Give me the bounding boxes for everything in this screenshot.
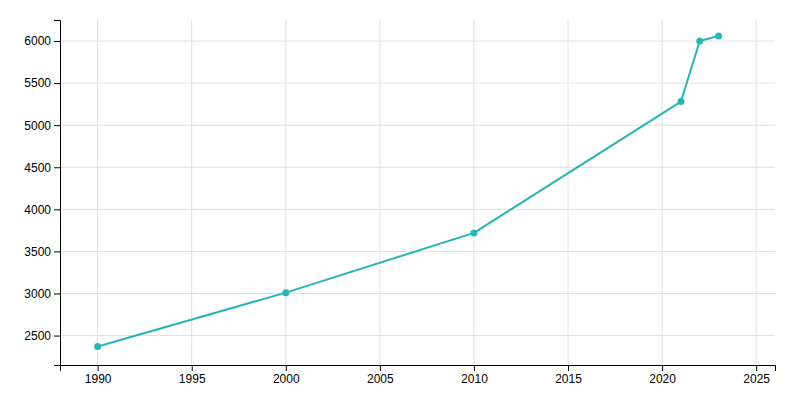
x-tick: 1995	[179, 365, 206, 386]
y-tick: 4500	[24, 161, 60, 175]
grid-line-y	[60, 41, 775, 42]
y-tick-mark	[54, 336, 60, 337]
chart-svg: 1990 1995 2000 2005 2010 2015 2020 2025 2500 3000…	[0, 0, 800, 400]
grid-line-x	[379, 20, 380, 365]
x-axis-line	[61, 366, 776, 372]
y-tick: 4000	[24, 203, 60, 217]
x-tick-label: 1990	[85, 372, 112, 386]
y-tick-label: 3000	[24, 287, 51, 301]
x-tick-label: 2000	[273, 372, 300, 386]
point	[94, 343, 101, 350]
y-tick-label: 5500	[24, 76, 51, 90]
y-tick-label: 6000	[24, 34, 51, 48]
line	[98, 36, 719, 347]
point	[696, 38, 703, 45]
y-tick-label: 4500	[24, 161, 51, 175]
grid-line-y	[60, 83, 775, 84]
grid-line-y	[60, 293, 775, 294]
x-tick-label: 1995	[179, 372, 206, 386]
x-tick-label: 2005	[367, 372, 394, 386]
point	[470, 229, 477, 236]
x-tick: 2010	[461, 365, 488, 386]
grid-line-x	[191, 20, 192, 365]
marks	[94, 32, 722, 350]
y-tick-mark	[54, 167, 60, 168]
x-tick-mark	[192, 365, 193, 371]
y-tick-mark	[54, 209, 60, 210]
x-tick: 2005	[367, 365, 394, 386]
point	[282, 289, 289, 296]
y-tick: 2500	[24, 329, 60, 343]
x-tick: 2025	[743, 365, 770, 386]
y-axis: 2500 3000 3500 4000 4500 5000 5500 6000	[24, 21, 60, 366]
y-tick: 3000	[24, 287, 60, 301]
x-tick: 2015	[555, 365, 582, 386]
point	[677, 98, 684, 105]
x-tick-label: 2010	[461, 372, 488, 386]
x-tick-mark	[286, 365, 287, 371]
grid-line-x	[756, 20, 757, 365]
x-tick: 1990	[85, 365, 112, 386]
grid-line-x	[662, 20, 663, 365]
x-tick-label: 2020	[649, 372, 676, 386]
x-tick: 2000	[273, 365, 300, 386]
grid	[60, 20, 775, 365]
y-tick-mark	[54, 251, 60, 252]
grid-line-x	[568, 20, 569, 365]
x-tick-mark	[756, 365, 757, 371]
y-tick: 5500	[24, 76, 60, 90]
y-tick: 6000	[24, 34, 60, 48]
y-tick-mark	[54, 41, 60, 42]
point	[715, 32, 722, 39]
y-tick-label: 3500	[24, 245, 51, 259]
grid-line-y	[60, 335, 775, 336]
x-tick-mark	[380, 365, 381, 371]
y-tick-label: 2500	[24, 329, 51, 343]
x-axis: 1990 1995 2000 2005 2010 2015 2020 2025	[61, 365, 776, 386]
x-tick-mark	[568, 365, 569, 371]
x-tick-mark	[474, 365, 475, 371]
chart-container: 1990 1995 2000 2005 2010 2015 2020 2025 2500 3000…	[0, 0, 800, 400]
y-tick-mark	[54, 125, 60, 126]
grid-line-y	[60, 167, 775, 168]
y-tick-mark	[54, 83, 60, 84]
grid-line-x	[97, 20, 98, 365]
x-tick: 2020	[649, 365, 676, 386]
x-tick-label: 2025	[743, 372, 770, 386]
y-tick: 5000	[24, 119, 60, 133]
grid-line-y	[60, 125, 775, 126]
x-tick-label: 2015	[555, 372, 582, 386]
y-tick: 3500	[24, 245, 60, 259]
x-tick-mark	[98, 365, 99, 371]
y-tick-mark	[54, 293, 60, 294]
y-tick-label: 4000	[24, 203, 51, 217]
grid-line-y	[60, 209, 775, 210]
y-tick-label: 5000	[24, 119, 51, 133]
x-tick-mark	[662, 365, 663, 371]
grid-line-x	[473, 20, 474, 365]
plot-area: 1990 1995 2000 2005 2010 2015 2020 2025 2500 3000…	[24, 20, 775, 386]
grid-line-x	[285, 20, 286, 365]
y-axis-line	[54, 21, 61, 366]
